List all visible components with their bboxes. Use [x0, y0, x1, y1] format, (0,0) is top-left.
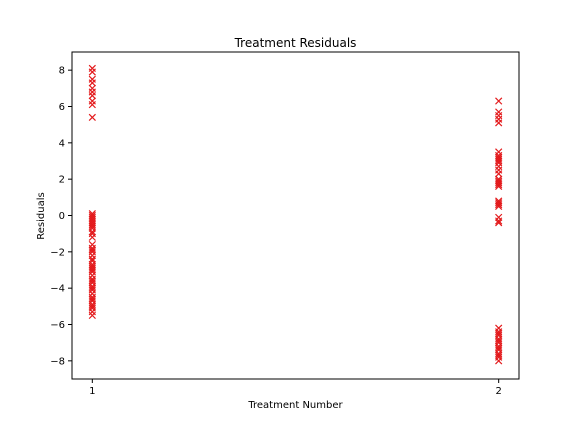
data-point — [495, 200, 503, 209]
data-point — [495, 177, 503, 185]
y-tick-label: 8 — [59, 66, 65, 77]
data-point — [495, 97, 503, 105]
series-2 — [495, 97, 503, 365]
data-point — [495, 219, 503, 227]
data-point — [88, 228, 96, 236]
plot-frame — [71, 51, 520, 380]
data-point — [495, 217, 503, 225]
y-tick-label: −4 — [50, 284, 65, 295]
data-point — [495, 170, 503, 178]
data-point — [495, 182, 503, 191]
data-point — [88, 91, 96, 100]
data-point — [88, 295, 96, 303]
data-point — [88, 246, 96, 254]
data-point — [495, 344, 503, 352]
data-point — [495, 337, 503, 345]
data-point — [88, 284, 96, 292]
data-point — [88, 222, 96, 231]
plot-area: −8 −6 −4 −2 0 2 4 6 8 1 2 — [50, 51, 520, 397]
data-point — [88, 302, 96, 310]
y-tick-label: 6 — [59, 102, 65, 113]
data-point — [88, 311, 96, 320]
x-tick-label: 1 — [89, 386, 95, 397]
data-point — [88, 277, 96, 285]
y-tick-label: 0 — [59, 211, 65, 222]
data-point — [495, 357, 503, 365]
data-point — [88, 68, 96, 76]
y-tick-label: −2 — [50, 247, 65, 258]
chart-title: Treatment Residuals — [234, 36, 357, 50]
y-tick-label: −8 — [50, 356, 65, 367]
data-point — [495, 329, 503, 338]
data-point — [495, 153, 503, 161]
data-point — [495, 119, 503, 127]
data-point — [88, 255, 96, 263]
x-axis-label: Treatment Number — [247, 400, 343, 411]
data-point — [495, 351, 503, 360]
x-tick-label: 2 — [495, 386, 501, 397]
series-1 — [88, 64, 96, 320]
data-point — [88, 79, 96, 87]
y-axis-label: Residuals — [36, 192, 47, 239]
data-point — [88, 113, 96, 122]
data-point — [88, 262, 96, 270]
data-point — [88, 233, 96, 241]
y-tick-label: 4 — [59, 138, 65, 149]
y-tick-label: −6 — [50, 320, 65, 331]
y-tick-label: 2 — [59, 175, 65, 186]
data-point — [495, 199, 503, 207]
data-point — [88, 101, 96, 109]
